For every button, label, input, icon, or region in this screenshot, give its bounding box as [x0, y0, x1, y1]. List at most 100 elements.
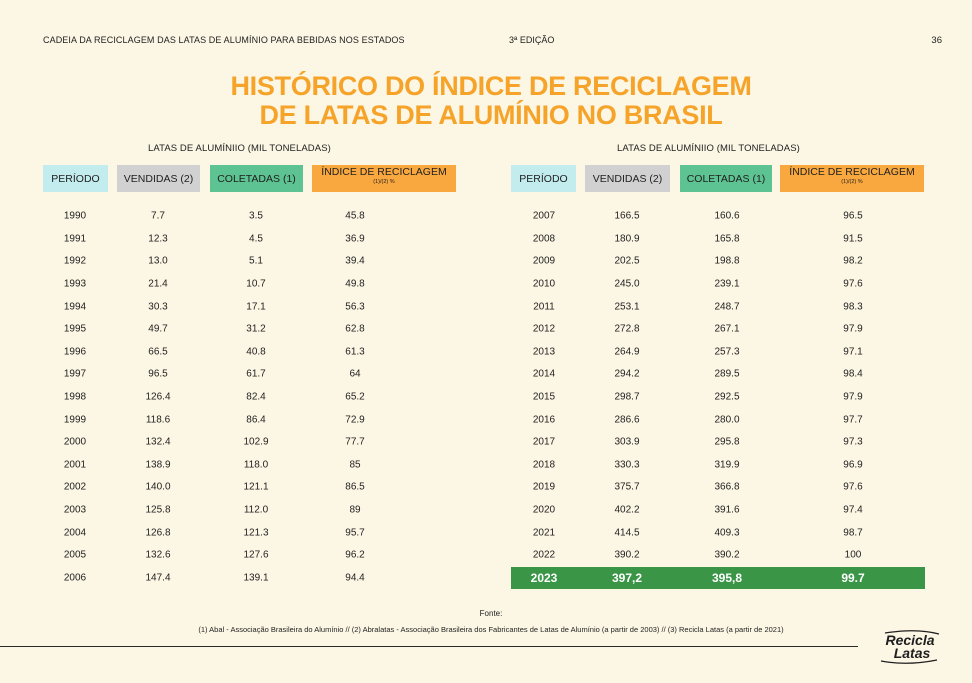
- cell-sold: 272.8: [614, 323, 640, 335]
- left-header-collected: COLETADAS (1): [210, 165, 303, 192]
- cell-sold: 147.4: [145, 572, 171, 584]
- left-header-sold: VENDIDAS (2): [117, 165, 200, 192]
- cell-sold: 125.8: [145, 504, 171, 516]
- cell-index: 64: [349, 368, 361, 380]
- cell-collected: 409.3: [714, 527, 740, 539]
- cell-period: 2016: [532, 414, 556, 426]
- cell-period: 1999: [63, 414, 87, 426]
- table-row: 1998 126.4 82.4 65.2: [43, 386, 463, 409]
- page-title: HISTÓRICO DO ÍNDICE DE RECICLAGEM DE LAT…: [0, 72, 972, 130]
- page-number: 36: [931, 35, 942, 46]
- cell-index: 72.9: [345, 414, 365, 426]
- cell-sold: 49.7: [148, 323, 168, 335]
- table-row: 2006 147.4 139.1 94.4: [43, 567, 463, 590]
- cell-collected: 121.3: [243, 527, 269, 539]
- cell-sold: 180.9: [614, 233, 640, 245]
- cell-index: 97.6: [843, 278, 863, 290]
- table-row: 2008 180.9 165.8 91.5: [511, 228, 931, 251]
- cell-index: 56.3: [345, 301, 365, 313]
- table-row: 1991 12.3 4.5 36.9: [43, 228, 463, 251]
- table-row: 1992 13.0 5.1 39.4: [43, 250, 463, 273]
- cell-index: 91.5: [843, 233, 863, 245]
- cell-period: 2018: [532, 459, 556, 471]
- cell-sold: 245.0: [614, 278, 640, 290]
- title-line-2: DE LATAS DE ALUMÍNIO NO BRASIL: [259, 100, 723, 130]
- cell-index: 96.5: [843, 210, 863, 222]
- cell-index: 45.8: [345, 210, 365, 222]
- table-row: 1997 96.5 61.7 64: [43, 363, 463, 386]
- table-row: 2004 126.8 121.3 95.7: [43, 521, 463, 544]
- cell-index: 49.8: [345, 278, 365, 290]
- cell-collected: 61.7: [246, 368, 266, 380]
- table-row: 1995 49.7 31.2 62.8: [43, 318, 463, 341]
- cell-collected: 292.5: [714, 391, 740, 403]
- cell-sold: 202.5: [614, 255, 640, 267]
- cell-collected: 165.8: [714, 233, 740, 245]
- cell-index: 89: [349, 504, 361, 516]
- cell-collected: 127.6: [243, 549, 269, 561]
- cell-sold: 126.4: [145, 391, 171, 403]
- cell-period: 2007: [532, 210, 556, 222]
- cell-period: 1995: [63, 323, 87, 335]
- cell-sold: 30.3: [148, 301, 168, 313]
- cell-period: 2010: [532, 278, 556, 290]
- table-row: 2002 140.0 121.1 86.5: [43, 476, 463, 499]
- table-row: 2015 298.7 292.5 97.9: [511, 386, 931, 409]
- cell-period: 2023: [530, 570, 558, 585]
- cell-sold: 132.4: [145, 436, 171, 448]
- cell-sold: 375.7: [614, 481, 640, 493]
- table-row: 2021 414.5 409.3 98.7: [511, 521, 931, 544]
- cell-index: 99.7: [841, 570, 865, 585]
- cell-sold: 330.3: [614, 459, 640, 471]
- table-row: 1990 7.7 3.5 45.8: [43, 205, 463, 228]
- footer-divider: [0, 646, 858, 647]
- cell-collected: 198.8: [714, 255, 740, 267]
- cell-period: 2000: [63, 436, 87, 448]
- table-row: 1999 118.6 86.4 72.9: [43, 408, 463, 431]
- cell-period: 1996: [63, 346, 87, 358]
- cell-sold: 126.8: [145, 527, 171, 539]
- cell-sold: 7.7: [151, 210, 165, 222]
- cell-period: 2008: [532, 233, 556, 245]
- cell-period: 2022: [532, 549, 556, 561]
- right-header-index: ÍNDICE DE RECICLAGEM (1)/(2) %: [780, 165, 924, 192]
- cell-sold: 402.2: [614, 504, 640, 516]
- cell-index: 97.9: [843, 323, 863, 335]
- cell-period: 2015: [532, 391, 556, 403]
- cell-index: 65.2: [345, 391, 365, 403]
- cell-sold: 264.9: [614, 346, 640, 358]
- source-label: Fonte:: [479, 609, 503, 618]
- right-table-subtitle: LATAS DE ALUMÍNIIO (MIL TONELADAS): [617, 143, 800, 154]
- cell-sold: 12.3: [148, 233, 168, 245]
- cell-period: 2004: [63, 527, 87, 539]
- cell-collected: 10.7: [246, 278, 266, 290]
- left-table-subtitle: LATAS DE ALUMÍNIIO (MIL TONELADAS): [148, 143, 331, 154]
- left-header-period: PERÍODO: [43, 165, 108, 192]
- cell-period: 2002: [63, 481, 87, 493]
- cell-collected: 139.1: [243, 572, 269, 584]
- table-row: 2011 253.1 248.7 98.3: [511, 295, 931, 318]
- cell-collected: 82.4: [246, 391, 266, 403]
- cell-period: 2011: [533, 301, 555, 313]
- cell-sold: 390.2: [614, 549, 640, 561]
- cell-period: 1994: [63, 301, 87, 313]
- cell-collected: 118.0: [243, 459, 269, 471]
- cell-index: 36.9: [345, 233, 365, 245]
- table-row: 1994 30.3 17.1 56.3: [43, 295, 463, 318]
- table-row: 1993 21.4 10.7 49.8: [43, 273, 463, 296]
- cell-collected: 395,8: [711, 570, 743, 585]
- table-row: 2009 202.5 198.8 98.2: [511, 250, 931, 273]
- cell-period: 2013: [532, 346, 556, 358]
- logo-line-1: Recicla: [885, 632, 934, 648]
- cell-period: 2001: [63, 459, 87, 471]
- cell-index: 77.7: [345, 436, 365, 448]
- cell-index: 98.2: [843, 255, 863, 267]
- source-notes: (1) Abal - Associação Brasileira do Alum…: [198, 625, 784, 634]
- cell-index: 86.5: [345, 481, 365, 493]
- left-header-index: ÍNDICE DE RECICLAGEM (1)/(2) %: [312, 165, 456, 192]
- cell-sold: 253.1: [614, 301, 640, 313]
- cell-collected: 280.0: [714, 414, 740, 426]
- cell-sold: 138.9: [145, 459, 171, 471]
- cell-index: 96.9: [843, 459, 863, 471]
- cell-sold: 96.5: [148, 368, 168, 380]
